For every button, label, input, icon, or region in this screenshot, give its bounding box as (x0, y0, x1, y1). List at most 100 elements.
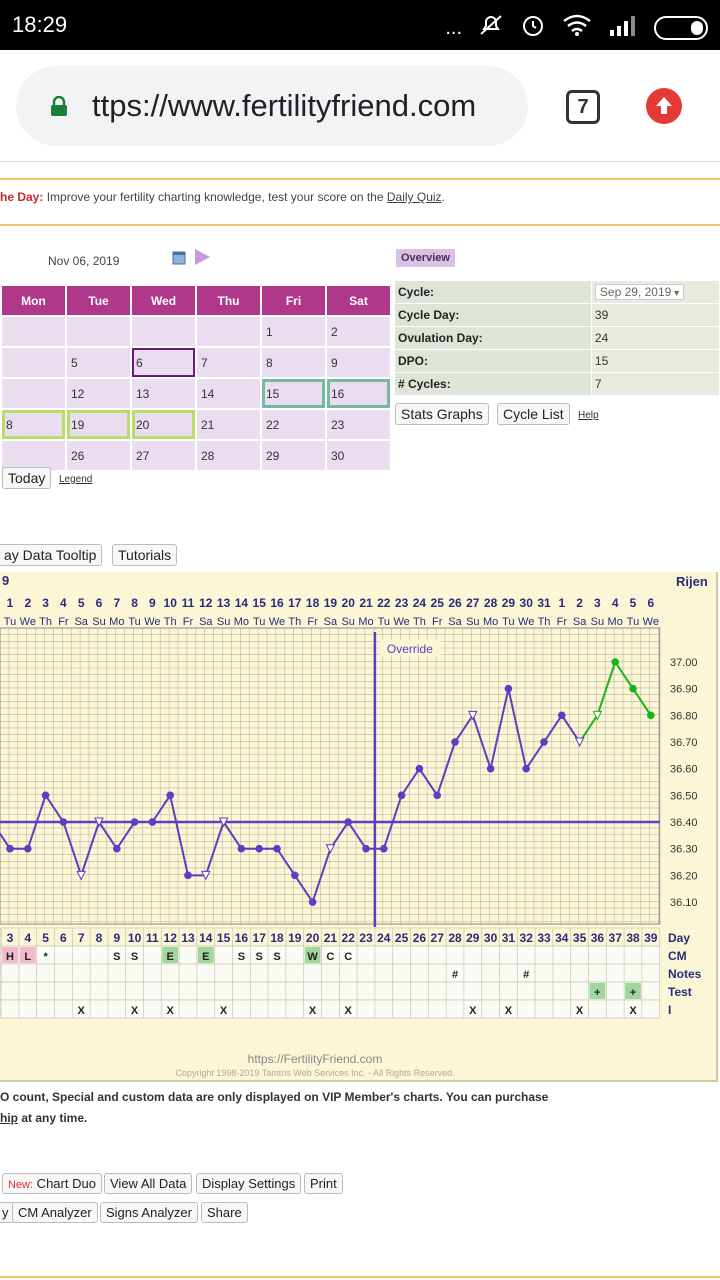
calendar-day[interactable]: 27 (130, 439, 197, 472)
calendar-day[interactable]: 8 (260, 346, 327, 379)
weekday-label: Th (164, 616, 177, 628)
temperature-point (344, 818, 353, 826)
cycle-day-label: 12 (164, 931, 178, 945)
date-label: 9 (149, 596, 156, 610)
cycle-day-label: 4 (24, 931, 31, 945)
tip-suffix: . (441, 190, 445, 204)
cycle-select-value[interactable]: Sep 29, 2019 ▾ (594, 284, 685, 300)
calendar-day[interactable]: 16 (325, 377, 392, 410)
membership-link[interactable]: hip (0, 1111, 18, 1125)
calendar-day[interactable]: 23 (325, 408, 392, 441)
temperature-point (540, 738, 548, 746)
calendar-day[interactable]: 1 (260, 315, 327, 348)
calendar-day[interactable]: 22 (260, 408, 327, 441)
y-tick-label: 36.10 (670, 897, 698, 909)
temperature-point (504, 684, 513, 693)
daily-quiz-link[interactable]: Daily Quiz (386, 190, 442, 204)
lock-icon (51, 96, 67, 116)
data-row-bg (0, 981, 661, 1001)
weekday-label: We (144, 616, 160, 628)
weekday-label: Tu (128, 616, 140, 628)
cycle-day-label: 14 (199, 931, 213, 945)
calendar-day[interactable]: 9 (325, 346, 392, 379)
cm-cell (162, 947, 179, 963)
test-cell (589, 983, 606, 999)
url-text[interactable]: ttps://www.fertilityfriend.com (92, 88, 477, 123)
cm-analyzer-button[interactable]: CM Analyzer (12, 1202, 98, 1223)
overview-value: 7 (590, 372, 720, 396)
cycle-day-label: 11 (146, 931, 159, 945)
temperature-point (433, 791, 442, 800)
calendar-day[interactable]: 13 (130, 377, 197, 410)
weekday-label: Su (591, 616, 604, 628)
data-row-bg (0, 999, 661, 1019)
date-label: 24 (413, 596, 427, 610)
share-button[interactable]: Share (201, 1202, 248, 1223)
cycle-select[interactable]: Sep 29, 2019 ▾ (590, 280, 720, 304)
calendar-day[interactable]: 7 (195, 346, 262, 379)
chart-copyright: Copyright 1998-2019 Tamtris Web Services… (175, 1068, 454, 1078)
i-mark: X (505, 1005, 513, 1017)
view-all-data-button[interactable]: View All Data (104, 1173, 193, 1194)
more-dots-icon: ... (445, 16, 462, 39)
calendar-day[interactable]: 26 (65, 439, 132, 472)
date-label: 10 (164, 596, 178, 610)
i-mark: X (309, 1005, 317, 1017)
y-tick-label: 36.70 (670, 737, 698, 749)
weekday-label: Mo (483, 616, 498, 628)
data-row-bg (0, 963, 661, 983)
calendar-day[interactable]: 5 (65, 346, 132, 379)
today-button[interactable]: Today (2, 467, 52, 489)
tutorials-button[interactable]: Tutorials (112, 544, 178, 566)
calendar-header-thu: Thu (195, 284, 262, 317)
calendar-day[interactable]: 20 (130, 408, 197, 441)
calendar-day[interactable]: 29 (260, 439, 327, 472)
calendar-day[interactable]: 19 (65, 408, 132, 441)
override-label: Override (387, 642, 433, 656)
calendar-day[interactable]: 30 (325, 439, 392, 472)
cycle-day-label: 29 (466, 931, 480, 945)
calendar-day[interactable]: 28 (195, 439, 262, 472)
cm-cell (2, 947, 18, 963)
calendar-day[interactable]: 15 (260, 377, 327, 410)
battery-icon (654, 16, 708, 40)
next-arrow-icon[interactable] (193, 248, 211, 271)
calendar-day[interactable]: 2 (325, 315, 392, 348)
signs-analyzer-button[interactable]: Signs Analyzer (100, 1202, 198, 1223)
update-arrow-icon[interactable] (646, 88, 682, 124)
help-link[interactable]: Help (578, 410, 599, 421)
display-settings-button[interactable]: Display Settings (196, 1173, 302, 1194)
temperature-point-open (218, 817, 229, 828)
temperature-point (522, 764, 530, 773)
calendar-day[interactable]: 8 (0, 408, 67, 441)
test-mark: + (630, 987, 636, 999)
calendar-day[interactable]: 6 (130, 346, 197, 379)
cycle-list-button[interactable]: Cycle List (497, 403, 570, 425)
chart-duo-button[interactable]: New: Chart Duo (2, 1173, 102, 1194)
weekday-label: We (269, 616, 285, 628)
row-label-test: Test (668, 985, 692, 999)
legend-link[interactable]: Legend (59, 474, 93, 485)
temperature-point (362, 844, 370, 853)
cm-cell (197, 947, 214, 963)
tab-switcher-button[interactable]: 7 (566, 90, 600, 124)
temperature-point-open (94, 817, 104, 828)
stats-graphs-button[interactable]: Stats Graphs (395, 403, 489, 425)
overview-table: Cycle: Sep 29, 2019 ▾ Cycle Day: 39 Ovulatio… (394, 280, 720, 396)
calendar-day[interactable]: 12 (65, 377, 132, 410)
calendar-day (0, 346, 67, 379)
calendar-icon[interactable] (172, 249, 186, 270)
calendar-header-mon: Mon (0, 284, 67, 317)
chevron-down-icon[interactable]: ▾ (671, 288, 680, 299)
temperature-point (6, 844, 14, 853)
date-label: 1 (558, 596, 565, 610)
weekday-label: Mo (109, 616, 124, 628)
address-bar[interactable]: ttps://www.fertilityfriend.com (16, 66, 528, 146)
cycle-day-label: 20 (306, 931, 320, 945)
print-button[interactable]: Print (304, 1173, 343, 1194)
browser-toolbar: ttps://www.fertilityfriend.com 7 (0, 50, 720, 162)
calendar-day[interactable]: 14 (195, 377, 262, 410)
data-tooltip-button[interactable]: ay Data Tooltip (0, 544, 103, 566)
calendar-day[interactable]: 21 (195, 408, 262, 441)
